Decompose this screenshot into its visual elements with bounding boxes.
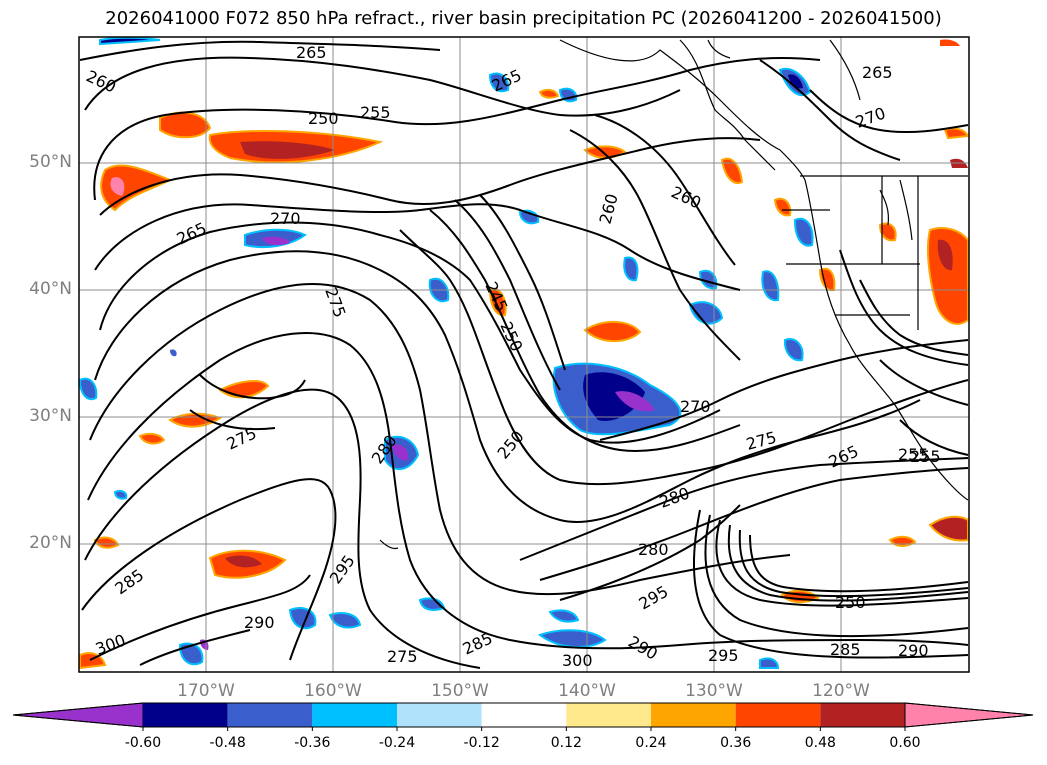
colorbar-bin bbox=[481, 703, 567, 727]
contour-label: 290 bbox=[625, 632, 661, 664]
contour-label: 290 bbox=[898, 641, 929, 660]
contour-label: 250 bbox=[308, 109, 339, 128]
positive-anomaly-patches bbox=[79, 39, 969, 670]
contour-label: 285 bbox=[830, 640, 861, 659]
lon-label: 150°W bbox=[431, 681, 489, 701]
precip-shading bbox=[79, 37, 969, 670]
lat-label: 50°N bbox=[29, 152, 72, 172]
contour-label: 285 bbox=[111, 565, 147, 598]
contour-label: 265 bbox=[296, 43, 327, 62]
contour-label: 265 bbox=[826, 441, 862, 471]
lon-label: 140°W bbox=[558, 681, 616, 701]
colorbar-tick-label: -0.60 bbox=[124, 735, 162, 751]
colorbar bbox=[12, 702, 1034, 731]
contour-label: 255 bbox=[360, 103, 391, 122]
contour-label: 250 bbox=[494, 427, 528, 463]
colorbar-tick-label: -0.36 bbox=[294, 735, 331, 751]
colorbar-bin bbox=[312, 703, 397, 727]
lon-label: 130°W bbox=[685, 681, 743, 701]
contour-label: 255 bbox=[898, 445, 929, 464]
colorbar-tick-label: 0.36 bbox=[720, 735, 752, 751]
lat-label: 40°N bbox=[29, 279, 72, 299]
graticule bbox=[79, 37, 969, 672]
contour-label: 295 bbox=[326, 551, 359, 587]
contour-label: 255 bbox=[910, 447, 941, 466]
contour-label: 270 bbox=[270, 209, 301, 228]
colorbar-extend-max bbox=[904, 702, 1034, 728]
contour-label: 250 bbox=[835, 593, 866, 612]
lon-label: 120°W bbox=[812, 681, 870, 701]
colorbar-bin bbox=[651, 703, 736, 727]
colorbar-tick-label: 0.60 bbox=[889, 735, 921, 751]
contour-label: 290 bbox=[244, 613, 275, 632]
lon-label: 160°W bbox=[304, 681, 362, 701]
contour-label: 265 bbox=[174, 218, 210, 248]
contour-label: 280 bbox=[657, 483, 692, 511]
coastlines bbox=[379, 39, 969, 550]
contour-label: 275 bbox=[387, 647, 418, 666]
contour-label: 280 bbox=[638, 540, 669, 559]
contour-label: 300 bbox=[562, 651, 593, 670]
colorbar-tick-label: 0.48 bbox=[804, 735, 836, 751]
chart-title: 2026041000 F072 850 hPa refract., river … bbox=[105, 8, 942, 29]
colorbar-extend-min bbox=[12, 702, 144, 728]
contour-label: 270 bbox=[680, 397, 711, 416]
contour-label: 285 bbox=[460, 628, 496, 658]
colorbar-bin bbox=[735, 703, 821, 727]
lat-label: 20°N bbox=[29, 533, 72, 553]
colorbar-bin bbox=[820, 703, 905, 727]
lat-label: 30°N bbox=[29, 406, 72, 426]
contour-label: 270 bbox=[853, 103, 888, 131]
contour-label: 250 bbox=[496, 319, 526, 355]
colorbar-bin bbox=[397, 703, 482, 727]
colorbar-tick-label: -0.48 bbox=[209, 735, 246, 751]
contour-label: 295 bbox=[636, 582, 672, 614]
refractivity-contours bbox=[79, 40, 969, 669]
contour-label: 265 bbox=[862, 63, 893, 82]
map-frame bbox=[78, 36, 970, 673]
lon-label: 170°W bbox=[177, 681, 235, 701]
contour-label: 275 bbox=[224, 423, 260, 453]
colorbar-tick-label: -0.12 bbox=[463, 735, 500, 751]
colorbar-bin bbox=[566, 703, 651, 727]
colorbar-tick-label: -0.24 bbox=[378, 735, 416, 751]
colorbar-bin bbox=[143, 703, 228, 727]
contour-label: 295 bbox=[708, 646, 739, 665]
colorbar-tick-label: 0.12 bbox=[550, 735, 582, 751]
contour-label: 260 bbox=[596, 192, 622, 226]
colorbar-bin bbox=[227, 703, 313, 727]
contour-label: 245 bbox=[481, 279, 511, 315]
colorbar-tick-label: 0.24 bbox=[635, 735, 667, 751]
contour-label: 300 bbox=[93, 630, 128, 658]
